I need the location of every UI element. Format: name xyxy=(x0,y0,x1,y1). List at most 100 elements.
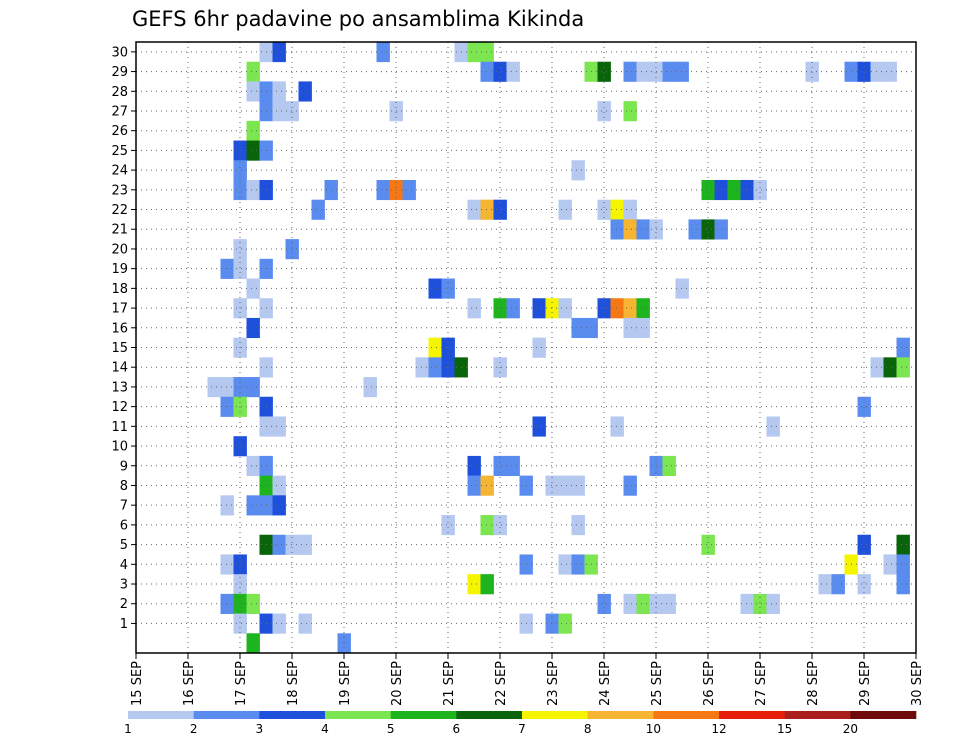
heatmap-cell xyxy=(571,475,585,496)
y-tick-label: 20 xyxy=(111,242,128,257)
heatmap-cell xyxy=(870,357,884,378)
heatmap-cell xyxy=(207,377,221,398)
heatmap-cell xyxy=(701,179,715,201)
heatmap-cell xyxy=(298,81,312,102)
heatmap-cell xyxy=(272,101,286,122)
heatmap-cell xyxy=(233,298,247,319)
heatmap-cell xyxy=(272,475,286,496)
heatmap-cell xyxy=(623,475,637,496)
heatmap-cell xyxy=(532,298,546,319)
heatmap-cell xyxy=(597,101,611,122)
heatmap-cell xyxy=(285,239,299,260)
heatmap-cell xyxy=(285,534,299,555)
heatmap-cell xyxy=(220,396,234,417)
heatmap-cell xyxy=(597,199,611,220)
heatmap-cell xyxy=(688,219,702,240)
x-tick-label: 15 SEP xyxy=(130,661,145,706)
x-tick-label: 24 SEP xyxy=(598,661,613,706)
heatmap-cell xyxy=(636,219,650,240)
x-tick-label: 27 SEP xyxy=(754,661,769,706)
heatmap-cell xyxy=(246,633,260,653)
heatmap-cell xyxy=(233,160,247,181)
heatmap-cell xyxy=(220,377,234,398)
y-tick-label: 8 xyxy=(120,479,128,494)
x-tick-label: 28 SEP xyxy=(806,661,821,706)
heatmap-cell xyxy=(701,219,715,240)
y-tick-label: 24 xyxy=(111,164,128,179)
heatmap-cell xyxy=(246,377,260,398)
heatmap-cell xyxy=(285,101,299,122)
heatmap-cell xyxy=(558,554,572,575)
heatmap-cell xyxy=(870,61,884,82)
heatmap-cell xyxy=(467,42,481,63)
heatmap-cell xyxy=(636,593,650,614)
heatmap-cell xyxy=(272,42,286,63)
heatmap-cell xyxy=(545,298,559,319)
heatmap-cell xyxy=(480,61,494,82)
heatmap-cell xyxy=(857,396,871,417)
heatmap-cell xyxy=(610,199,624,220)
heatmap-cell xyxy=(662,455,676,477)
colorbar-swatch xyxy=(587,711,654,719)
colorbar: 1 2 3 4 5 6 7 8 10 12 15 20 xyxy=(124,711,917,736)
heatmap-cell xyxy=(675,61,689,82)
heatmap-cell xyxy=(883,61,897,82)
heatmap-cell xyxy=(558,298,572,319)
colorbar-swatch xyxy=(193,711,260,719)
x-tick-label: 25 SEP xyxy=(650,661,665,706)
heatmap-cell xyxy=(662,61,676,82)
x-tick-label: 26 SEP xyxy=(702,661,717,706)
y-tick-label: 22 xyxy=(111,203,128,218)
heatmap-cell xyxy=(467,455,481,477)
heatmap-cell xyxy=(428,357,442,378)
heatmap-cell xyxy=(532,416,546,437)
colorbar-label: 15 xyxy=(777,722,792,736)
heatmap-cell xyxy=(558,613,572,634)
heatmap-cell xyxy=(246,81,260,102)
heatmap-cell xyxy=(376,42,390,63)
colorbar-swatch xyxy=(719,711,785,719)
y-tick-label: 14 xyxy=(111,361,128,376)
y-tick-label: 13 xyxy=(111,380,128,395)
y-tick-label: 21 xyxy=(111,223,128,238)
heatmap-cell xyxy=(246,455,260,477)
heatmap-cell xyxy=(623,61,637,82)
heatmap-cell xyxy=(246,278,260,299)
y-tick-label: 30 xyxy=(111,45,128,60)
heatmap-cell xyxy=(597,61,611,82)
colorbar-swatch xyxy=(128,711,194,719)
heatmap-cell xyxy=(233,239,247,260)
y-tick-label: 29 xyxy=(111,65,128,80)
heatmap-cell xyxy=(896,574,910,595)
heatmap-cell xyxy=(467,298,481,319)
heatmap-cell xyxy=(623,101,637,122)
heatmap-cell xyxy=(480,515,494,536)
heatmap-cell xyxy=(337,633,351,653)
heatmap-cell xyxy=(467,475,481,496)
y-axis: 1234567891011121314151617181920212223242… xyxy=(111,45,136,632)
heatmap-cell xyxy=(415,357,429,378)
grid-layer xyxy=(136,42,916,653)
heatmap-cell xyxy=(623,219,637,240)
colorbar-swatch xyxy=(456,711,523,719)
y-tick-label: 6 xyxy=(120,518,128,533)
colorbar-label: 8 xyxy=(584,722,592,736)
heatmap-cell xyxy=(571,160,585,181)
y-tick-label: 25 xyxy=(111,144,128,159)
y-tick-label: 28 xyxy=(111,85,128,100)
colorbar-swatch xyxy=(850,711,917,719)
heatmap-cell xyxy=(766,416,780,437)
heatmap-cell xyxy=(727,179,741,201)
heatmap-cell xyxy=(532,337,546,358)
colorbar-label: 3 xyxy=(256,722,264,736)
y-tick-label: 10 xyxy=(111,440,128,455)
heatmap-cell xyxy=(805,61,819,82)
y-tick-label: 9 xyxy=(120,459,128,474)
colorbar-swatch xyxy=(325,711,391,719)
heatmap-cell xyxy=(610,416,624,437)
colorbar-swatch xyxy=(522,711,588,719)
heatmap-cell xyxy=(623,199,637,220)
heatmap-cell xyxy=(831,574,845,595)
heatmap-cell xyxy=(545,475,559,496)
heatmap-cell xyxy=(896,534,910,555)
